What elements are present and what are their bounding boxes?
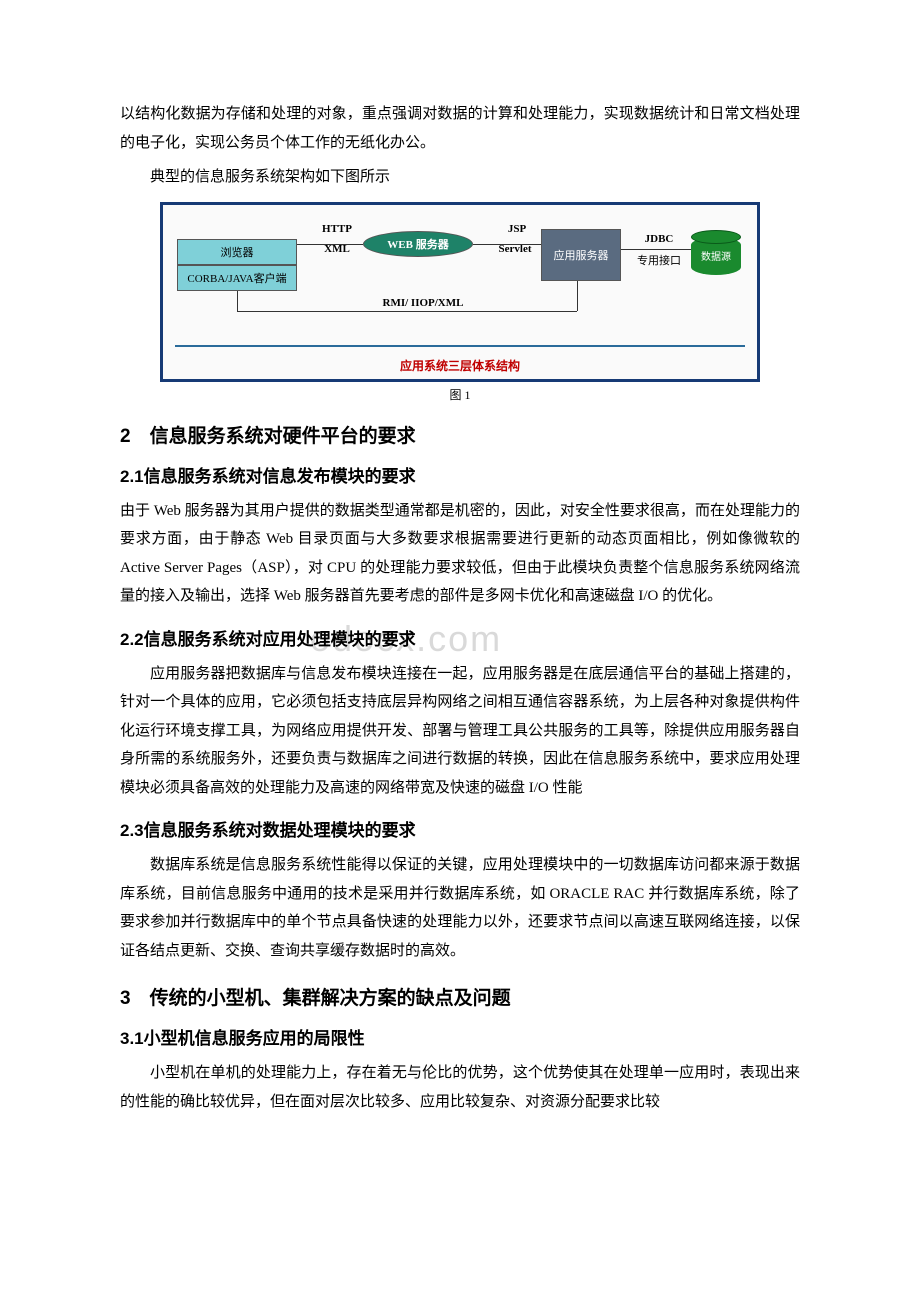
jsp-label: JSP bbox=[493, 223, 541, 235]
section-2-2-para: 应用服务器把数据库与信息发布模块连接在一起，应用服务器是在底层通信平台的基础上搭… bbox=[120, 660, 800, 803]
figure-1-caption: 图 1 bbox=[120, 386, 800, 403]
line-client-web bbox=[297, 244, 363, 245]
line-web-app bbox=[473, 244, 541, 245]
line-client-app-bottom bbox=[237, 311, 577, 312]
database-icon: 数据源 bbox=[691, 237, 741, 275]
web-server-box: WEB 服务器 bbox=[363, 231, 473, 257]
line-client-down bbox=[237, 291, 238, 311]
section-2-2-title: 2.2信息服务系统对应用处理模块的要求 bbox=[120, 625, 800, 650]
browser-label: 浏览器 bbox=[221, 244, 254, 260]
page-content: 以结构化数据为存储和处理的对象，重点强调对数据的计算和处理能力，实现数据统计和日… bbox=[120, 100, 800, 1116]
db-top bbox=[691, 230, 741, 244]
line-app-db bbox=[621, 249, 691, 250]
section-2-title: 2 信息服务系统对硬件平台的要求 bbox=[120, 421, 800, 448]
section-3-1-title: 3.1小型机信息服务应用的局限性 bbox=[120, 1024, 800, 1049]
client-label: CORBA/JAVA客户端 bbox=[187, 270, 286, 286]
architecture-diagram: 浏览器 CORBA/JAVA客户端 WEB 服务器 HTTP XML JSP S… bbox=[160, 202, 760, 382]
figure-1: 浏览器 CORBA/JAVA客户端 WEB 服务器 HTTP XML JSP S… bbox=[160, 202, 760, 382]
jdbc-label: JDBC bbox=[635, 233, 683, 245]
section-2-3-para: 数据库系统是信息服务系统性能得以保证的关键，应用处理模块中的一切数据库访问都来源… bbox=[120, 851, 800, 965]
http-label: HTTP bbox=[313, 223, 361, 235]
web-server-label: WEB 服务器 bbox=[387, 236, 448, 252]
section-3-title: 3 传统的小型机、集群解决方案的缺点及问题 bbox=[120, 983, 800, 1010]
rmi-label: RMI/ IIOP/XML bbox=[353, 297, 493, 309]
section-2-3-title: 2.3信息服务系统对数据处理模块的要求 bbox=[120, 816, 800, 841]
browser-box: 浏览器 bbox=[177, 239, 297, 265]
corba-java-client-box: CORBA/JAVA客户端 bbox=[177, 265, 297, 291]
section-2-1-title: 2.1信息服务系统对信息发布模块的要求 bbox=[120, 462, 800, 487]
app-server-label: 应用服务器 bbox=[554, 247, 609, 263]
diagram-divider bbox=[175, 345, 745, 347]
diagram-title: 应用系统三层体系结构 bbox=[163, 357, 757, 374]
db-label: 数据源 bbox=[701, 248, 731, 263]
section-3-1-para: 小型机在单机的处理能力上，存在着无与伦比的优势，这个优势使其在处理单一应用时，表… bbox=[120, 1059, 800, 1116]
line-app-down bbox=[577, 281, 578, 311]
app-server-box: 应用服务器 bbox=[541, 229, 621, 281]
section-2-1-para: 由于 Web 服务器为其用户提供的数据类型通常都是机密的，因此，对安全性要求很高… bbox=[120, 497, 800, 611]
intro-para-2: 典型的信息服务系统架构如下图所示 bbox=[120, 163, 800, 192]
iface-label: 专用接口 bbox=[631, 255, 687, 267]
intro-para-1: 以结构化数据为存储和处理的对象，重点强调对数据的计算和处理能力，实现数据统计和日… bbox=[120, 100, 800, 157]
